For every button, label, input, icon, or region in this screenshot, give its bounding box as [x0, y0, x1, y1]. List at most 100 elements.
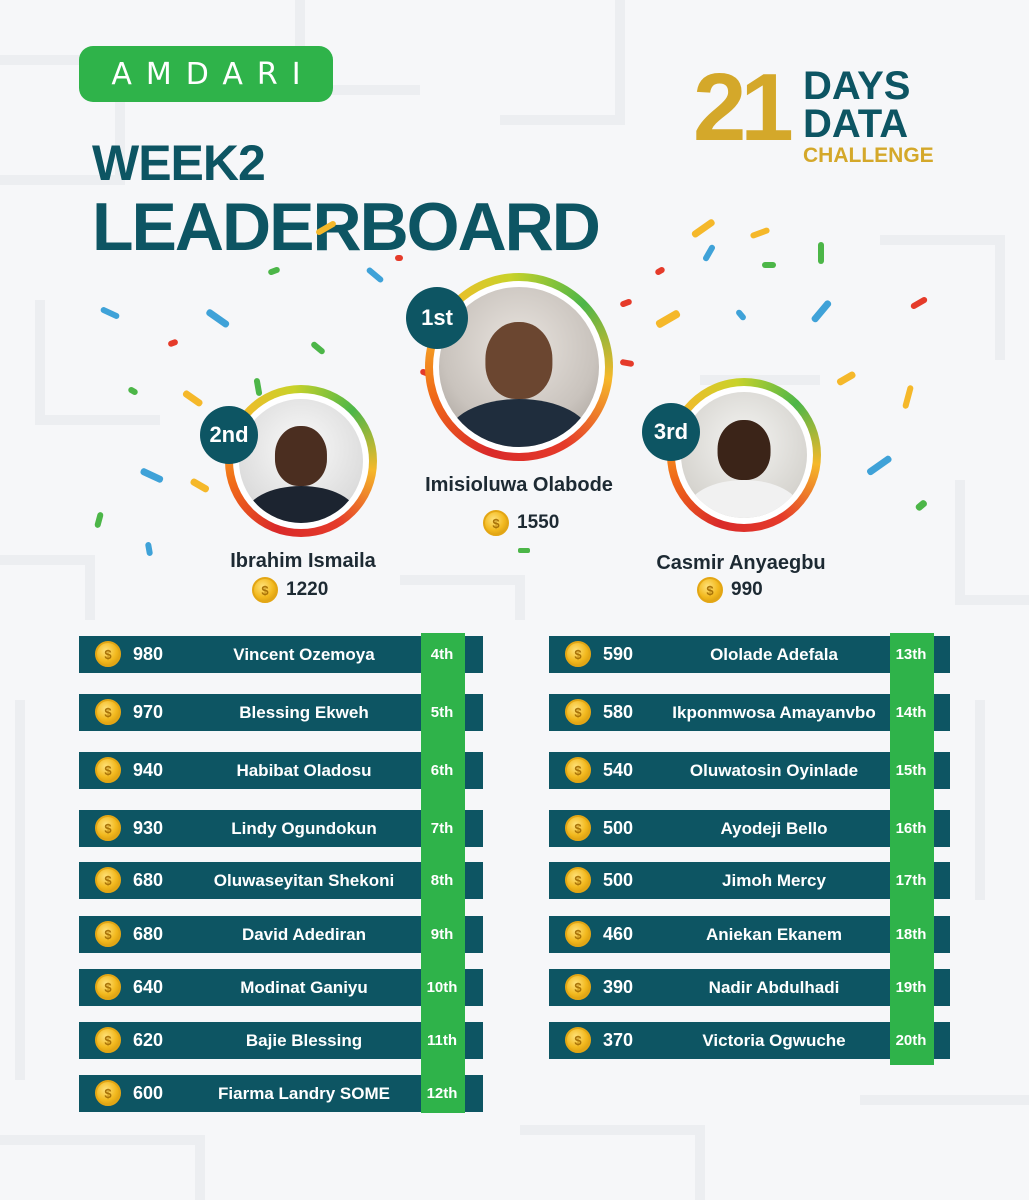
row-name: Ikponmwosa Amayanvbo — [672, 702, 876, 722]
coin-icon: $ — [565, 1027, 591, 1053]
row-rank: 17th — [895, 872, 927, 889]
leaderboard-row: $590 Ololade Adefala 13th — [549, 636, 950, 673]
row-name: Oluwaseyitan Shekoni — [213, 870, 395, 890]
leaderboard-row: $980 Vincent Ozemoya 4th — [79, 636, 483, 673]
podium-name-third: Casmir Anyaegbu — [656, 552, 826, 574]
row-rank: 5th — [430, 704, 454, 721]
avatar — [681, 392, 807, 518]
coin-icon: $ — [95, 815, 121, 841]
coin-icon: $ — [95, 974, 121, 1000]
coin-icon: $ — [565, 641, 591, 667]
leaderboard-row: $620 Bajie Blessing 11th — [79, 1022, 483, 1059]
row-name: David Adediran — [241, 924, 367, 944]
row-name: Oluwatosin Oyinlade — [689, 760, 859, 780]
row-score: 970 — [133, 702, 164, 722]
row-score: 500 — [603, 818, 634, 838]
row-name: Victoria Ogwuche — [702, 1030, 846, 1050]
row-rank: 19th — [895, 979, 927, 996]
row-score: 600 — [133, 1083, 164, 1103]
rank-badge-third: 3rd — [642, 403, 700, 461]
rank-strip-left — [421, 633, 465, 1113]
row-score: 500 — [603, 870, 634, 890]
leaderboard-row: $940 Habibat Oladosu 6th — [79, 752, 483, 789]
row-name: Lindy Ogundokun — [231, 818, 377, 838]
coin-icon: $ — [95, 757, 121, 783]
coin-icon: $ — [565, 699, 591, 725]
row-name: Ololade Adefala — [710, 644, 838, 664]
podium-score-value: 990 — [731, 579, 763, 600]
row-rank: 12th — [426, 1085, 458, 1102]
row-name: Ayodeji Bello — [720, 818, 828, 838]
leaderboard-row: $930 Lindy Ogundokun 7th — [79, 810, 483, 847]
podium-score-third: $ 990 — [697, 577, 763, 603]
amdari-logo: AMDARI — [79, 46, 333, 102]
row-rank: 16th — [895, 820, 927, 837]
coin-icon: $ — [95, 699, 121, 725]
row-name: Modinat Ganiyu — [240, 977, 368, 997]
coin-icon: $ — [95, 1027, 121, 1053]
row-score: 580 — [603, 702, 634, 722]
row-name: Vincent Ozemoya — [233, 644, 375, 664]
row-rank: 18th — [895, 926, 927, 943]
row-name: Bajie Blessing — [245, 1030, 363, 1050]
podium-score-second: $ 1220 — [252, 577, 328, 603]
avatar — [439, 287, 599, 447]
row-rank: 8th — [430, 872, 454, 889]
leaderboard-row: $680 Oluwaseyitan Shekoni 8th — [79, 862, 483, 899]
row-score: 680 — [133, 924, 164, 944]
leaderboard-row: $680 David Adediran 9th — [79, 916, 483, 953]
row-score: 980 — [133, 644, 164, 664]
row-rank: 14th — [895, 704, 927, 721]
leaderboard-row: $500 Jimoh Mercy 17th — [549, 862, 950, 899]
coin-icon: $ — [565, 815, 591, 841]
leaderboard-row: $500 Ayodeji Bello 16th — [549, 810, 950, 847]
leaderboard-row: $460 Aniekan Ekanem 18th — [549, 916, 950, 953]
coin-icon: $ — [483, 510, 509, 536]
row-name: Blessing Ekweh — [239, 702, 369, 722]
leaderboard-row: $390 Nadir Abdulhadi 19th — [549, 969, 950, 1006]
row-name: Aniekan Ekanem — [705, 924, 843, 944]
podium-score-first: $ 1550 — [483, 510, 559, 536]
row-rank: 15th — [895, 762, 927, 779]
leaderboard-row: $970 Blessing Ekweh 5th — [79, 694, 483, 731]
row-score: 940 — [133, 760, 164, 780]
avatar — [239, 399, 363, 523]
podium-name-first: Imisioluwa Olabode — [425, 474, 613, 496]
challenge-label-days: DAYS — [803, 64, 911, 108]
page-title-week: WEEK2 — [92, 135, 266, 191]
podium-photo-first — [425, 273, 613, 461]
leaderboard-row: $540 Oluwatosin Oyinlade 15th — [549, 752, 950, 789]
row-rank: 4th — [430, 646, 454, 663]
challenge-label-challenge: CHALLENGE — [803, 144, 934, 167]
row-score: 620 — [133, 1030, 164, 1050]
coin-icon: $ — [565, 757, 591, 783]
podium-score-value: 1550 — [517, 512, 560, 533]
podium-score-value: 1220 — [286, 579, 329, 600]
row-score: 680 — [133, 870, 164, 890]
podium-name-second: Ibrahim Ismaila — [230, 550, 376, 572]
leaderboard-row: $600 Fiarma Landry SOME 12th — [79, 1075, 483, 1112]
row-rank: 20th — [895, 1032, 927, 1049]
row-rank: 6th — [430, 762, 454, 779]
leaderboard-row: $640 Modinat Ganiyu 10th — [79, 969, 483, 1006]
coin-icon: $ — [565, 921, 591, 947]
coin-icon: $ — [252, 577, 278, 603]
row-rank: 13th — [895, 646, 927, 663]
rank-badge-second: 2nd — [200, 406, 258, 464]
row-name: Fiarma Landry SOME — [218, 1083, 390, 1103]
coin-icon: $ — [565, 974, 591, 1000]
coin-icon: $ — [95, 921, 121, 947]
coin-icon: $ — [95, 867, 121, 893]
row-score: 590 — [603, 644, 634, 664]
row-rank: 11th — [426, 1032, 457, 1049]
row-name: Habibat Oladosu — [236, 760, 372, 780]
coin-icon: $ — [697, 577, 723, 603]
row-name: Jimoh Mercy — [722, 870, 826, 890]
rank-strip-right — [890, 633, 934, 1065]
row-score: 390 — [603, 977, 634, 997]
row-score: 370 — [603, 1030, 634, 1050]
coin-icon: $ — [95, 1080, 121, 1106]
row-rank: 7th — [430, 820, 454, 837]
row-score: 930 — [133, 818, 164, 838]
row-score: 540 — [603, 760, 634, 780]
